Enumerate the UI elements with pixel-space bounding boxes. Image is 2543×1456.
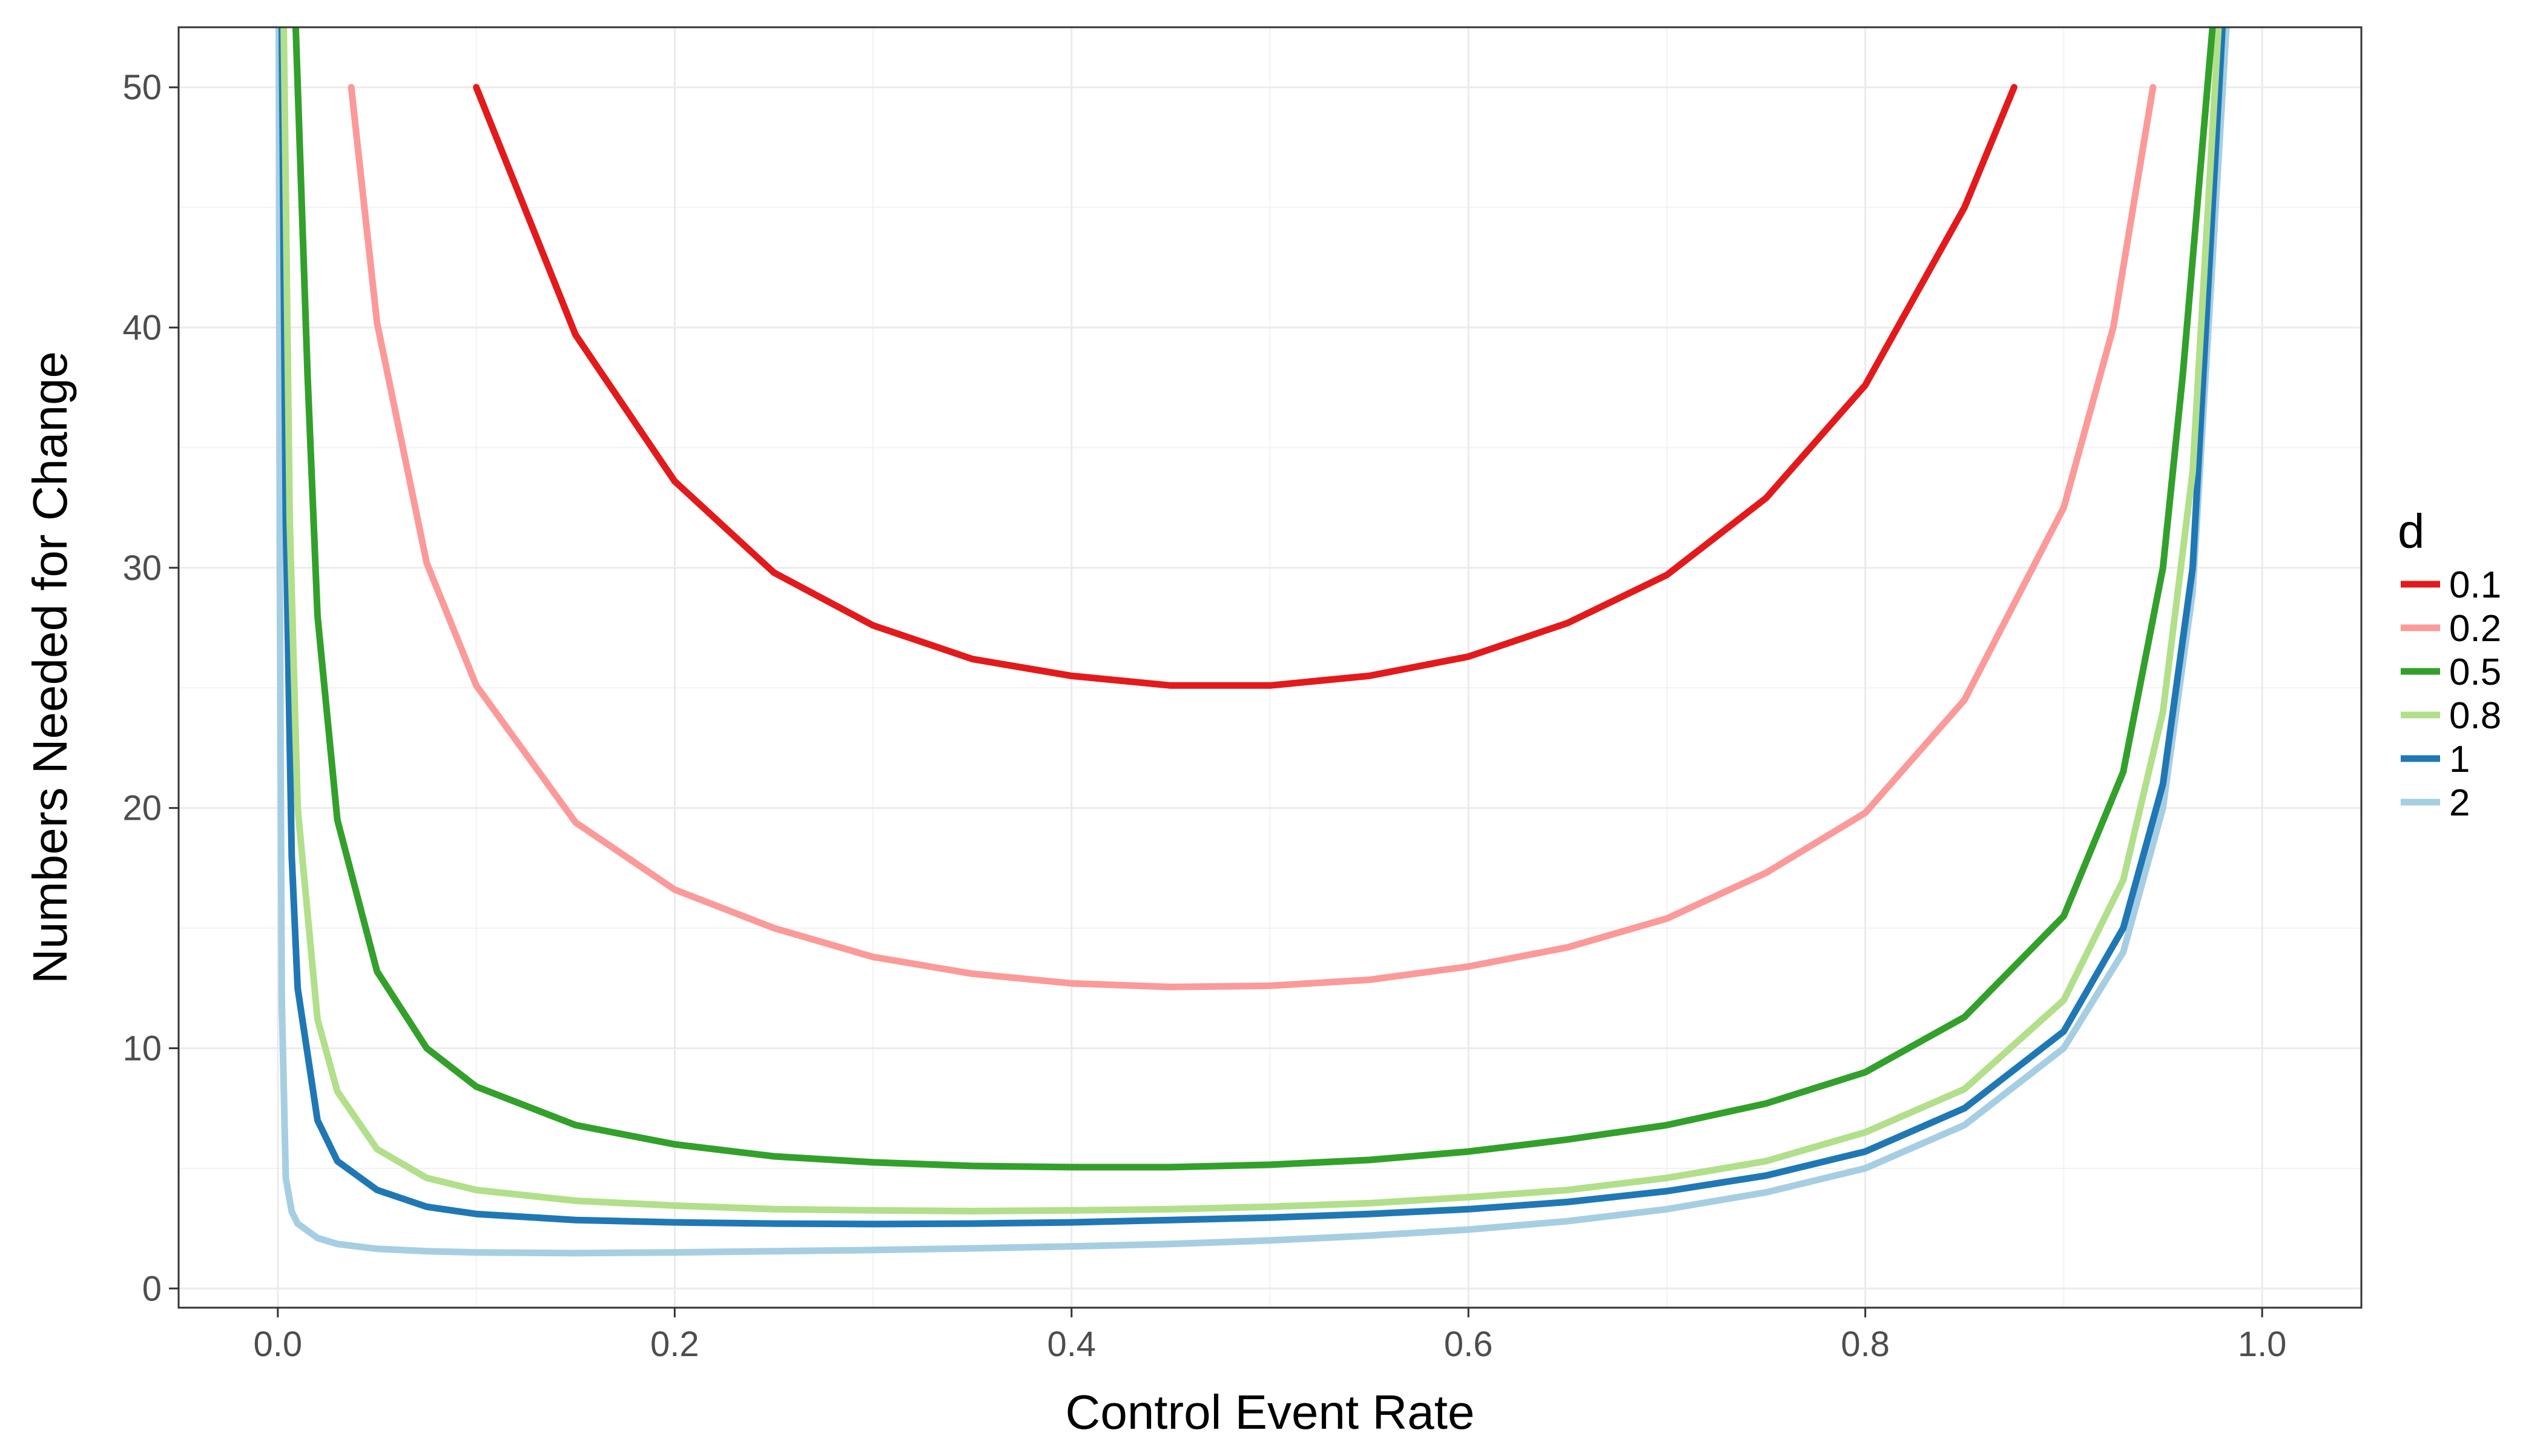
y-tick-label: 50 — [122, 68, 162, 107]
series-line-d-0.2 — [348, 84, 2157, 990]
x-tick-label: 0.2 — [650, 1325, 699, 1364]
series-line-d-0.5 — [292, 27, 2216, 1171]
x-tick-label: 1.0 — [2238, 1325, 2287, 1364]
x-tick-label: 0.8 — [1841, 1325, 1890, 1364]
series-line-d-2 — [275, 27, 2230, 1257]
legend: d 0.10.20.50.812 — [2398, 504, 2501, 824]
x-axis-title: Control Event Rate — [1066, 1385, 1475, 1439]
x-tick-label: 0.0 — [254, 1325, 303, 1364]
minor-gridlines — [179, 27, 2361, 1308]
y-axis-title: Numbers Needed for Change — [23, 351, 77, 984]
x-tick-label: 0.6 — [1444, 1325, 1493, 1364]
series-line-d-0.8 — [280, 27, 2222, 1214]
legend-label-d-2: 2 — [2449, 782, 2470, 824]
legend-title: d — [2398, 504, 2425, 558]
series-line-d-1 — [278, 27, 2226, 1228]
y-tick-label: 40 — [122, 308, 162, 348]
y-tick-label: 20 — [122, 789, 162, 828]
legend-label-d-0.8: 0.8 — [2449, 695, 2501, 737]
legend-label-d-1: 1 — [2449, 739, 2470, 780]
plot-panel-border — [177, 26, 2363, 1309]
y-axis: 0 10 20 30 40 50 — [122, 68, 179, 1308]
series-line-d-0.1 — [473, 84, 2017, 689]
legend-entries: 0.10.20.50.812 — [2401, 564, 2501, 824]
legend-label-d-0.1: 0.1 — [2449, 564, 2501, 606]
series-lines — [275, 27, 2230, 1257]
x-axis: 0.0 0.2 0.4 0.6 0.8 1.0 — [254, 1308, 2287, 1364]
y-tick-label: 30 — [122, 548, 162, 588]
y-tick-label: 0 — [142, 1269, 162, 1308]
y-tick-label: 10 — [122, 1029, 162, 1068]
x-tick-label: 0.4 — [1047, 1325, 1096, 1364]
legend-label-d-0.5: 0.5 — [2449, 651, 2501, 693]
legend-label-d-0.2: 0.2 — [2449, 608, 2501, 650]
